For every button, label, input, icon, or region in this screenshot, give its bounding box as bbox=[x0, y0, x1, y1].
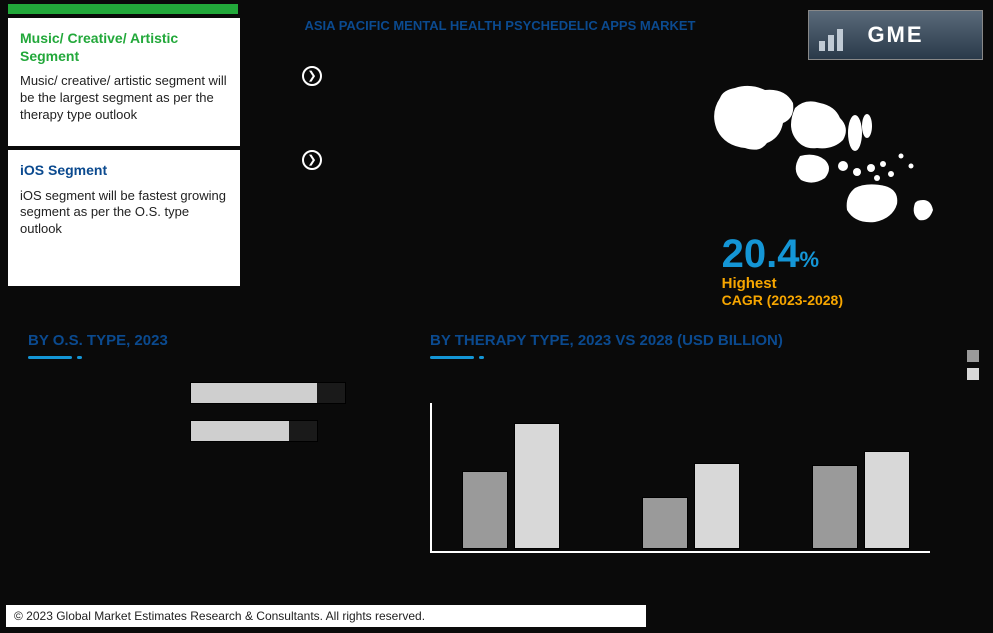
os-type-chart bbox=[40, 380, 350, 470]
vbar-2028 bbox=[514, 423, 560, 549]
vbar-2028 bbox=[694, 463, 740, 549]
cagr-value: 20.4 bbox=[722, 232, 800, 276]
card-title: Music/ Creative/ Artistic Segment bbox=[20, 30, 228, 65]
therapy-legend bbox=[967, 350, 979, 386]
card-body: iOS segment will be fastest growing segm… bbox=[20, 188, 228, 239]
accent-bar bbox=[8, 4, 238, 14]
vbar-2023 bbox=[812, 465, 858, 549]
hbar-row bbox=[40, 380, 350, 406]
bar-group bbox=[462, 423, 560, 549]
cagr-block: 20.4% Highest CAGR (2023-2028) bbox=[722, 232, 843, 308]
hbar bbox=[190, 420, 318, 442]
hbar-segment bbox=[191, 421, 289, 441]
copyright-footer: © 2023 Global Market Estimates Research … bbox=[6, 605, 646, 627]
asia-pacific-map-icon bbox=[705, 78, 955, 228]
title-underline bbox=[430, 356, 474, 359]
card-body: Music/ creative/ artistic segment will b… bbox=[20, 73, 228, 124]
vbar-2028 bbox=[864, 451, 910, 549]
bar-group bbox=[642, 463, 740, 549]
bar-group bbox=[812, 451, 910, 549]
chevron-icon: ❯ bbox=[302, 66, 322, 86]
os-section-title: BY O.S. TYPE, 2023 bbox=[28, 332, 168, 349]
hbar-segment bbox=[317, 383, 345, 403]
page-title: ASIA PACIFIC MENTAL HEALTH PSYCHEDELIC A… bbox=[300, 18, 700, 35]
vbar-2023 bbox=[462, 471, 508, 549]
card-title: iOS Segment bbox=[20, 162, 228, 180]
cagr-highest: Highest bbox=[722, 275, 843, 292]
vbar-2023 bbox=[642, 497, 688, 549]
title-underline bbox=[28, 356, 72, 359]
segment-card-music: Music/ Creative/ Artistic Segment Music/… bbox=[8, 18, 240, 146]
legend-swatch bbox=[967, 368, 979, 380]
legend-swatch bbox=[967, 350, 979, 362]
cagr-label: CAGR (2023-2028) bbox=[722, 292, 843, 308]
hbar bbox=[190, 382, 346, 404]
legend-row bbox=[967, 368, 979, 380]
segment-card-ios: iOS Segment iOS segment will be fastest … bbox=[8, 150, 240, 286]
therapy-section-title: BY THERAPY TYPE, 2023 VS 2028 (USD BILLI… bbox=[430, 332, 783, 349]
chevron-icon: ❯ bbox=[302, 150, 322, 170]
hbar-row bbox=[40, 418, 350, 444]
chart-axes bbox=[430, 403, 930, 553]
legend-row bbox=[967, 350, 979, 362]
brand-logo: GME bbox=[808, 10, 983, 60]
hbar-segment bbox=[191, 383, 317, 403]
logo-text: GME bbox=[867, 22, 923, 48]
therapy-type-chart bbox=[430, 378, 940, 553]
hbar-segment bbox=[289, 421, 317, 441]
cagr-unit: % bbox=[799, 247, 819, 272]
logo-bars-icon bbox=[819, 29, 843, 51]
